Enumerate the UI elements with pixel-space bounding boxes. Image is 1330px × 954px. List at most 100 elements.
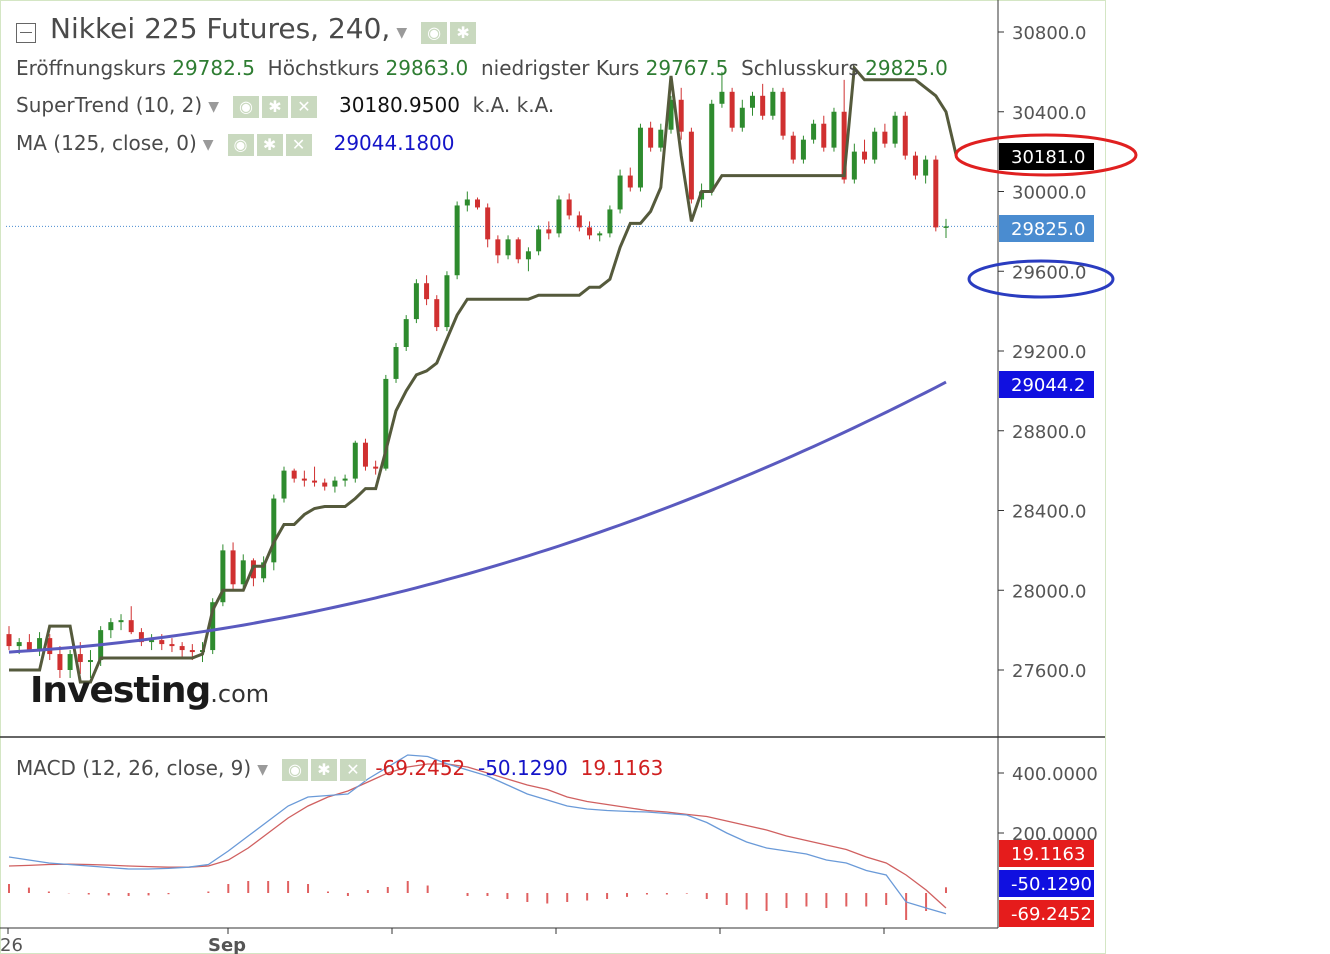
price-tick-label: 30400.0 — [1012, 103, 1086, 124]
chart-title: Nikkei 225 Futures, 240, — [50, 12, 391, 45]
macd-label: MACD (12, 26, close, 9) — [16, 756, 252, 780]
candle-down — [322, 482, 328, 487]
candle-up — [556, 199, 562, 234]
candle-up — [831, 111, 837, 148]
candle-up — [281, 470, 287, 499]
supertrend-legend: SuperTrend (10, 2) ▼ ◉ ✱ ✕ 30180.9500 k.A. k… — [16, 93, 554, 118]
price-tick-label: 30800.0 — [1012, 23, 1086, 44]
chart-title-row: Nikkei 225 Futures, 240, ▼ ◉ ✱ — [16, 12, 479, 45]
gear-icon[interactable]: ✱ — [261, 95, 288, 118]
candle-down — [678, 99, 684, 132]
candle-down — [495, 239, 501, 256]
candle-up — [923, 159, 929, 176]
candle-down — [546, 229, 552, 234]
price-badge — [999, 215, 1094, 242]
candle-down — [189, 650, 195, 653]
price-badge-label: 29825.0 — [1011, 219, 1085, 240]
macd-badge-label: -69.2452 — [1011, 904, 1092, 925]
chevron-down-icon[interactable]: ▼ — [396, 24, 408, 41]
investing-logo: Investing.com — [30, 670, 269, 711]
candle-up — [892, 115, 898, 144]
close-icon[interactable]: ✕ — [290, 95, 317, 118]
price-badge-label: 30181.0 — [1011, 147, 1085, 168]
candle-down — [627, 175, 633, 188]
candle-up — [617, 175, 623, 210]
candle-up — [597, 233, 603, 236]
candle-up — [739, 107, 745, 128]
annotation-red-ellipse — [954, 133, 1138, 177]
macd-badge — [999, 840, 1094, 867]
candle-down — [77, 654, 83, 663]
candle-up — [118, 620, 124, 623]
candle-down — [312, 480, 318, 483]
chevron-down-icon[interactable]: ▼ — [208, 98, 219, 115]
collapse-icon[interactable] — [16, 22, 36, 43]
close-icon[interactable]: ✕ — [339, 758, 366, 781]
ohlc-low-label: niedrigster Kurs — [480, 56, 640, 80]
macd-tick-label: 400.0000 — [1012, 764, 1098, 785]
candle-up — [393, 347, 399, 379]
supertrend-label: SuperTrend (10, 2) — [16, 93, 203, 117]
macd-line — [8, 754, 947, 915]
candle-up — [709, 103, 715, 192]
candle-up — [811, 123, 817, 140]
candle-down — [912, 155, 918, 176]
price-tick-label: 28800.0 — [1012, 422, 1086, 443]
candle-up — [37, 638, 43, 651]
visibility-icon[interactable]: ◉ — [227, 133, 254, 156]
candle-down — [576, 215, 582, 228]
macd-badge — [999, 900, 1094, 927]
ohlc-low-value: 29767.5 — [645, 56, 729, 80]
candle-down — [159, 640, 165, 645]
time-tick-label: Sep — [208, 935, 246, 954]
candle-down — [169, 644, 175, 647]
candle-up — [505, 239, 511, 256]
candle-down — [373, 466, 379, 469]
price-tick-label: 28400.0 — [1012, 502, 1086, 523]
macd-badge-label: 19.1163 — [1011, 844, 1085, 865]
gear-icon[interactable]: ✱ — [450, 21, 477, 44]
price-badge — [999, 143, 1094, 170]
candle-up — [383, 378, 389, 469]
ma-value: 29044.1800 — [333, 131, 455, 155]
candle-down — [47, 638, 53, 655]
gear-icon[interactable]: ✱ — [310, 758, 337, 781]
candle-down — [128, 620, 134, 633]
close-icon[interactable]: ✕ — [285, 133, 312, 156]
candle-down — [6, 634, 12, 647]
candle-down — [648, 127, 654, 148]
candle-up — [16, 642, 22, 647]
candle-down — [688, 131, 694, 200]
macd-legend: MACD (12, 26, close, 9) ▼ ◉ ✱ ✕ -69.2452 -50… — [16, 756, 663, 781]
visibility-icon[interactable]: ◉ — [421, 21, 448, 44]
visibility-icon[interactable]: ◉ — [232, 95, 259, 118]
candle-up — [668, 99, 674, 130]
candle-up — [719, 91, 725, 104]
moving-average-line — [8, 380, 947, 654]
ohlc-row: Eröffnungskurs 29782.5 Höchstkurs 29863.… — [16, 56, 948, 80]
ohlc-close-label: Schlusskurs — [741, 56, 859, 80]
supertrend-line — [9, 64, 958, 684]
visibility-icon[interactable]: ◉ — [281, 758, 308, 781]
candle-up — [607, 209, 613, 234]
ohlc-high-value: 29863.0 — [385, 56, 469, 80]
candle-up — [220, 550, 226, 603]
candle-down — [862, 151, 868, 160]
candle-down — [424, 283, 430, 300]
supertrend-extra: k.A. k.A. — [472, 93, 555, 117]
price-tick-label: 30000.0 — [1012, 183, 1086, 204]
candle-up — [637, 127, 643, 188]
time-tick-label: 26 — [0, 935, 23, 954]
candle-down — [301, 478, 307, 481]
macd-badge — [999, 870, 1094, 897]
candle-up — [210, 602, 216, 651]
price-tick-label: 28000.0 — [1012, 581, 1086, 602]
candle-down — [841, 111, 847, 180]
chevron-down-icon[interactable]: ▼ — [257, 761, 268, 778]
ohlc-close-value: 29825.0 — [865, 56, 948, 80]
candle-down — [57, 654, 63, 670]
candle-up — [403, 319, 409, 348]
candle-up — [525, 251, 531, 260]
chevron-down-icon[interactable]: ▼ — [202, 136, 214, 153]
gear-icon[interactable]: ✱ — [256, 133, 283, 156]
